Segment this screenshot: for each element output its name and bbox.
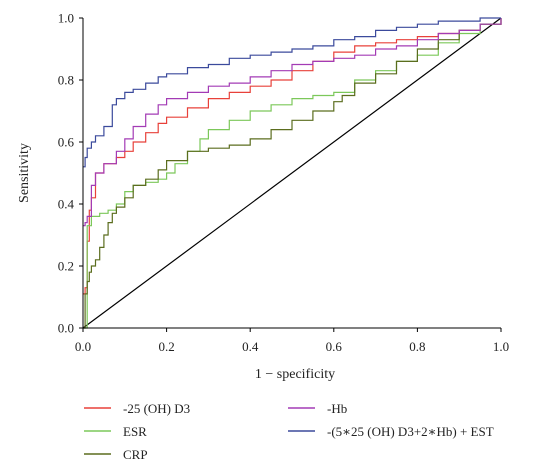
y-tick-label: 0.4 xyxy=(58,197,75,212)
series-line-5 xyxy=(83,17,501,168)
legend-label-4: -Hb xyxy=(327,401,347,416)
legend-label-1: -25 (OH) D3 xyxy=(123,401,190,416)
legend-label-3: CRP xyxy=(123,447,148,462)
x-tick-label: 0.4 xyxy=(242,339,259,354)
reference-diagonal-line xyxy=(82,17,502,329)
y-tick-label: 0.0 xyxy=(58,321,74,336)
x-tick-label: 0.8 xyxy=(409,339,425,354)
axes: 0.0 0.2 0.4 0.6 0.8 1.0 0.0 0.2 0.4 0.6 0.8 1.0 xyxy=(58,11,509,355)
x-tick-label: 0.0 xyxy=(75,339,91,354)
x-tick-label: 0.6 xyxy=(326,339,343,354)
legend: -25 (OH) D3 ESR CRP -Hb -(5∗25 (OH) D3+2∗Hb)… xyxy=(84,401,494,462)
x-tick-label: 0.2 xyxy=(158,339,174,354)
y-tick-label: 0.8 xyxy=(58,73,74,88)
y-axis-title: Sensitivity xyxy=(17,143,32,203)
legend-label-5: -(5∗25 (OH) D3+2∗Hb) + EST xyxy=(327,424,494,439)
y-tick-label: 0.6 xyxy=(58,135,75,150)
y-tick-label: 0.2 xyxy=(58,259,74,274)
series-line-4 xyxy=(83,18,502,227)
series-line-1 xyxy=(83,18,502,295)
series-line-3 xyxy=(83,18,502,329)
plot-area xyxy=(82,17,502,329)
x-tick-label: 1.0 xyxy=(493,339,509,354)
legend-label-2: ESR xyxy=(123,424,147,439)
y-tick-label: 1.0 xyxy=(58,11,74,26)
x-axis-title: 1 − specificity xyxy=(255,367,335,382)
